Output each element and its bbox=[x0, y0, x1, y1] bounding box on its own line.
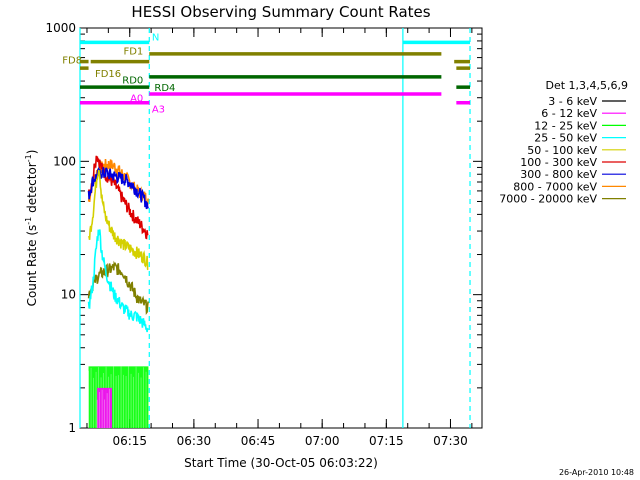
x-tick-label: 06:45 bbox=[241, 434, 276, 448]
y-tick-label: 10 bbox=[61, 288, 76, 302]
flag-label: A0 bbox=[130, 94, 143, 105]
count-rate-series bbox=[87, 155, 149, 240]
x-axis-label: Start Time (30-Oct-05 06:03:22) bbox=[184, 456, 378, 470]
flag-label: FD16 bbox=[95, 69, 121, 80]
flag-label: FD1 bbox=[123, 46, 143, 57]
low-count-bands bbox=[88, 366, 149, 428]
legend-label: 300 - 800 keV bbox=[520, 168, 597, 181]
legend-label: 12 - 25 keV bbox=[534, 119, 597, 132]
y-axis-label: Count Rate (s-1 detector-1) bbox=[24, 150, 39, 307]
y-tick-label: 1000 bbox=[45, 21, 76, 35]
x-tick-label: 07:30 bbox=[433, 434, 468, 448]
count-rate-series bbox=[87, 169, 149, 271]
x-tick-label: 07:00 bbox=[305, 434, 340, 448]
legend-label: 800 - 7000 keV bbox=[513, 180, 597, 193]
chart-title: HESSI Observing Summary Count Rates bbox=[131, 3, 430, 21]
tick-labels: 1 10 100 1000 06:15 06:30 06:45 07:00 07:15 07:30 bbox=[45, 21, 467, 448]
legend-label: 25 - 50 keV bbox=[534, 132, 597, 145]
legend-title: Det 1,3,4,5,6,9 bbox=[545, 79, 628, 92]
flag-label: RD0 bbox=[122, 76, 143, 87]
x-tick-label: 06:30 bbox=[177, 434, 212, 448]
legend-label: 50 - 100 keV bbox=[527, 144, 597, 157]
footer-timestamp: 26-Apr-2010 10:48 bbox=[559, 468, 634, 477]
legend-label: 7000 - 20000 keV bbox=[499, 193, 597, 206]
legend-label: 6 - 12 keV bbox=[541, 107, 597, 120]
flag-label: FD8 bbox=[62, 56, 82, 67]
x-tick-label: 06:15 bbox=[112, 434, 147, 448]
flag-label: N bbox=[152, 33, 159, 44]
axis-ticks bbox=[80, 27, 482, 429]
y-tick-label: 1 bbox=[68, 421, 76, 435]
flag-label: A3 bbox=[152, 104, 165, 115]
legend-label: 3 - 6 keV bbox=[548, 95, 597, 108]
flag-label: RD4 bbox=[154, 83, 175, 94]
count-rate-curves bbox=[87, 155, 149, 333]
x-tick-label: 07:15 bbox=[369, 434, 404, 448]
y-tick-label: 100 bbox=[53, 154, 76, 168]
count-rate-series bbox=[87, 229, 149, 333]
count-rate-series bbox=[87, 260, 149, 315]
legend-label: 100 - 300 keV bbox=[520, 156, 597, 169]
